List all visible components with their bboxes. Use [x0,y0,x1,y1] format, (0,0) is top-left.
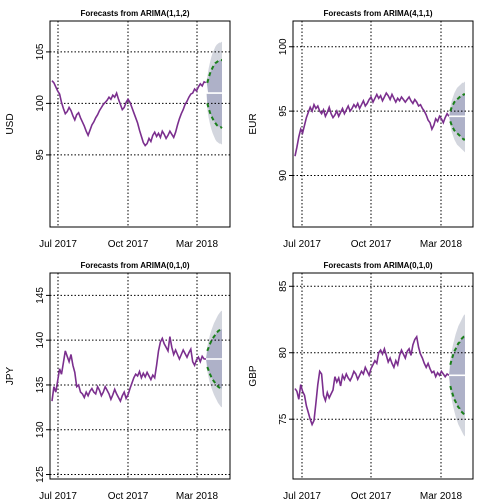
x-tick-label: Mar 2018 [176,491,219,502]
plot-frame [292,272,474,480]
x-tick-label: Jul 2017 [39,239,77,250]
lower-80-line [449,385,466,416]
x-tick-label: Mar 2018 [176,239,219,250]
panel-jpy: Forecasts from ARIMA(0,1,0) 125 130 135 140… [5,261,231,502]
plot-frame [49,20,231,228]
y-axis-label: EUR [248,113,259,134]
history-line [51,80,207,147]
lower-80-line [206,103,223,129]
plot-frame [49,272,231,480]
upper-80-line [449,335,465,365]
upper-80-line [206,59,222,84]
upper-80-line [206,328,222,352]
x-tick-label: Mar 2018 [420,239,463,250]
y-tick-label: 140 [35,331,46,348]
history-line [51,336,206,404]
forecast-line [205,82,222,94]
panel-title: Forecasts from ARIMA(4,1,1) [323,9,432,18]
y-tick-label: 95 [278,105,289,117]
y-tick-label: 80 [278,347,289,359]
x-tick-label: Mar 2018 [420,491,463,502]
x-tick-label: Jul 2017 [283,239,321,250]
y-tick-label: 105 [35,43,46,60]
panel-title: Forecasts from ARIMA(0,1,0) [323,261,432,270]
x-tick-label: Oct 2017 [108,491,149,502]
y-tick-label: 85 [278,280,289,292]
panel-gbp: Forecasts from ARIMA(0,1,0) 75 80 85 GBP Jul… [248,261,474,502]
upper-80-line [449,93,465,112]
history-line [294,91,450,157]
panel-eur: Forecasts from ARIMA(4,1,1) 90 95 100 EUR Ju… [248,9,474,250]
y-tick-label: 125 [35,466,46,483]
y-tick-label: 145 [35,287,46,304]
y-tick-label: 135 [35,376,46,393]
y-tick-label: 100 [278,38,289,55]
x-tick-label: Jul 2017 [283,491,321,502]
lower-80-line [449,121,465,141]
y-axis-label: USD [5,113,16,134]
panel-title: Forecasts from ARIMA(0,1,0) [80,261,189,270]
y-tick-label: 130 [35,421,46,438]
y-axis-label: JPY [5,367,16,386]
x-tick-label: Oct 2017 [351,491,392,502]
y-tick-label: 95 [35,149,46,161]
lower-80-line [206,366,222,390]
x-tick-label: Oct 2017 [108,239,149,250]
x-tick-label: Jul 2017 [39,491,77,502]
y-axis-label: GBP [248,365,259,386]
history-line [294,334,450,427]
y-tick-label: 75 [278,413,289,425]
y-tick-label: 100 [35,95,46,112]
panel-title: Forecasts from ARIMA(1,1,2) [80,9,189,18]
x-tick-label: Oct 2017 [351,239,392,250]
y-tick-label: 90 [278,170,289,182]
panel-usd: Forecasts from ARIMA(1,1,2) 95 100 105 USD J… [5,9,231,250]
plot-frame [292,20,474,228]
